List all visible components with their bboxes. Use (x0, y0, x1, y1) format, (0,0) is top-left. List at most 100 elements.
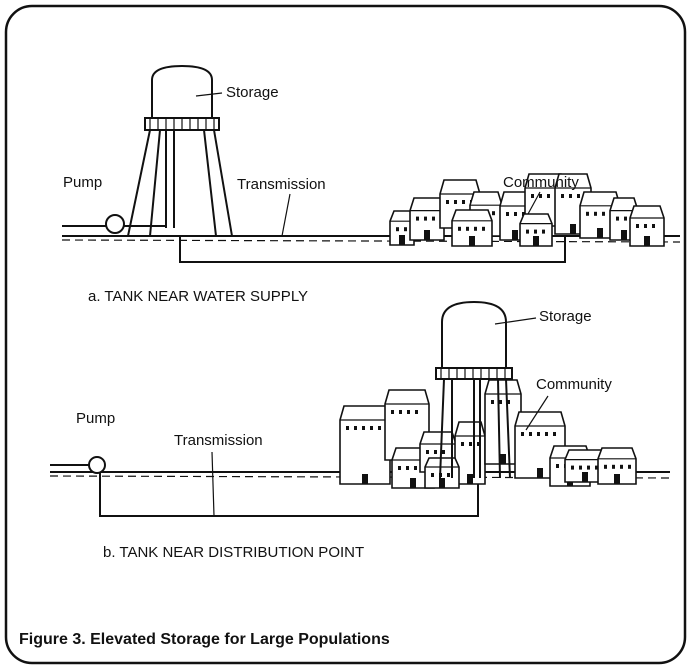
pump (105, 214, 125, 234)
house-part (426, 450, 429, 454)
house-part (500, 454, 506, 464)
house-part (491, 400, 494, 404)
house-part (399, 410, 402, 414)
leader (525, 395, 549, 431)
leader (527, 191, 541, 215)
house-part (398, 466, 401, 470)
pump (88, 456, 106, 474)
house-part (446, 200, 449, 204)
pump-label: Pump (63, 174, 102, 191)
house-part (391, 410, 394, 414)
tank (151, 64, 213, 119)
house-part (597, 228, 603, 238)
house-part (467, 474, 473, 484)
house-part (539, 194, 542, 198)
leader (494, 317, 537, 325)
house-part (378, 426, 381, 430)
house-part (442, 450, 445, 454)
house-part (570, 224, 576, 234)
house-part (644, 236, 650, 246)
house-part (624, 216, 627, 221)
house-part (354, 426, 357, 430)
house-part (604, 464, 607, 469)
house-part (424, 230, 430, 240)
house-part (469, 236, 475, 246)
house-part (339, 405, 391, 485)
house-part (469, 442, 472, 446)
house-part (582, 472, 588, 482)
house-part (499, 400, 502, 404)
house-part (362, 474, 368, 484)
house-part (569, 194, 572, 198)
house-part (529, 432, 532, 436)
houses (339, 379, 637, 489)
house-part (506, 212, 509, 216)
house-part (466, 226, 469, 231)
house-part (482, 226, 485, 231)
house-part (652, 224, 655, 228)
house-part (537, 468, 543, 478)
house-part (614, 474, 620, 484)
house-part (399, 235, 405, 245)
storage-label: Storage (539, 308, 592, 325)
transmission-label: Transmission (174, 432, 263, 449)
house-part (431, 473, 434, 477)
house-part (628, 464, 631, 469)
house-part (407, 410, 410, 414)
house-part (545, 432, 548, 436)
house-part (507, 400, 510, 404)
house-part (579, 465, 582, 470)
house-part (534, 229, 537, 234)
house-part (424, 216, 427, 221)
house-part (410, 478, 416, 488)
house-part (537, 432, 540, 436)
house-part (461, 442, 464, 446)
transmission-label: Transmission (237, 176, 326, 193)
house-part (406, 466, 409, 470)
community-label: Community (536, 376, 612, 393)
house-part (547, 194, 550, 198)
house-part (531, 194, 534, 198)
tank-deck (435, 367, 513, 380)
house-part (644, 224, 647, 228)
house-part (571, 465, 574, 470)
community-label: Community (503, 174, 579, 191)
house-part (492, 211, 495, 216)
house-part (586, 211, 589, 216)
railing (149, 118, 215, 130)
leader (211, 451, 215, 517)
house-part (594, 211, 597, 216)
house-part (434, 450, 437, 454)
houses (389, 173, 665, 247)
house-part (587, 465, 590, 470)
frame (4, 4, 687, 665)
figure-caption: Figure 3. Elevated Storage for Large Pop… (19, 631, 390, 648)
house-part (602, 211, 605, 216)
pump-label: Pump (76, 410, 115, 427)
house-part (477, 442, 480, 446)
house-part (512, 230, 518, 240)
house-part (474, 226, 477, 231)
house-part (556, 464, 559, 468)
house-part (439, 478, 445, 488)
house-part (636, 224, 639, 228)
house-part (616, 216, 619, 221)
panel-a: Storage Community Pump Transmission a. T… (61, 64, 681, 305)
house-part (454, 200, 457, 204)
leader (281, 193, 291, 237)
storage-label: Storage (226, 84, 279, 101)
house-part (521, 432, 524, 436)
house-part (620, 464, 623, 469)
house-part (416, 216, 419, 221)
panel-b: Storage Community Pump Transmission b. T… (49, 300, 671, 561)
house-part (553, 432, 556, 436)
house-part (362, 426, 365, 430)
house-part (370, 426, 373, 430)
house-part (396, 227, 399, 232)
tower-legs (127, 129, 233, 237)
caption: b. TANK NEAR DISTRIBUTION POINT (103, 544, 364, 561)
transmission-pipe (179, 236, 566, 263)
house-part (533, 236, 539, 246)
house-part (458, 226, 461, 231)
